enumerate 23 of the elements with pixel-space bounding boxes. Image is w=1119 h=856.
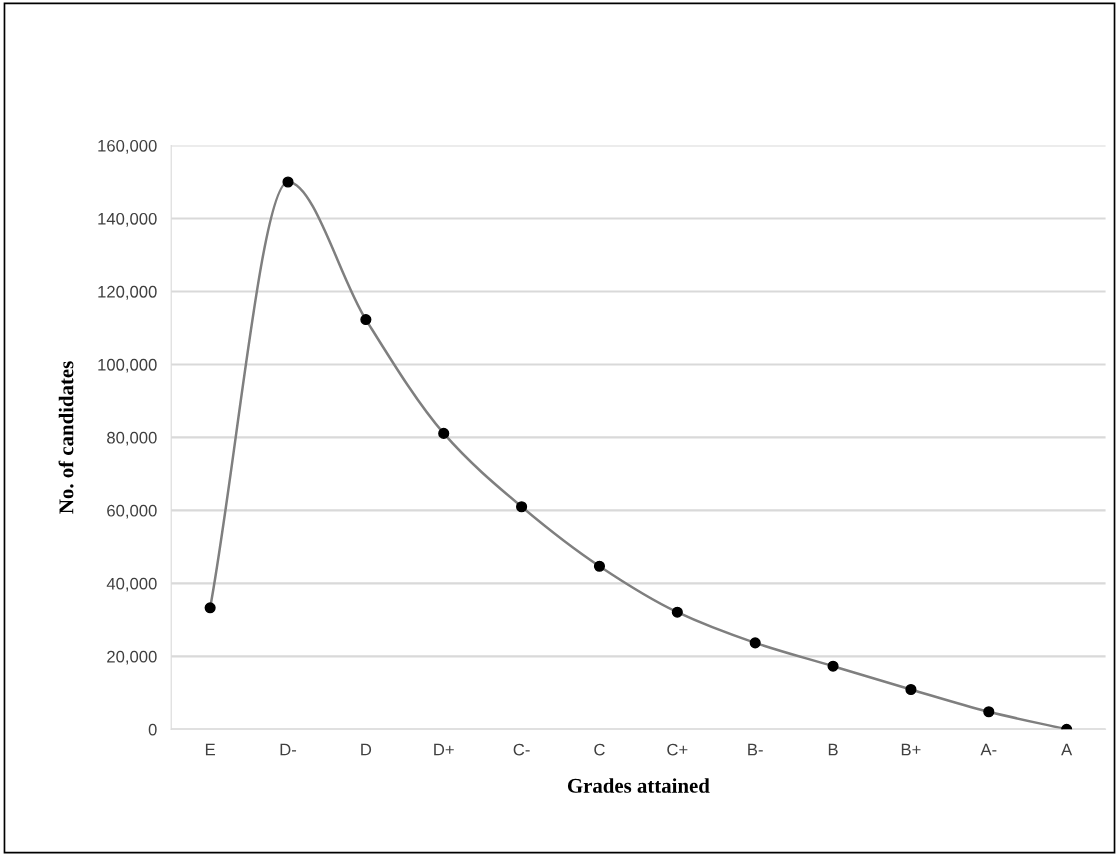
y-tick-label: 80,000	[107, 431, 157, 446]
y-tick-label: 20,000	[107, 650, 157, 665]
y-tick-label: 120,000	[98, 285, 157, 300]
x-tick-label: D	[361, 743, 372, 756]
x-tick-label: B-	[748, 743, 763, 756]
x-tick-label: A	[1061, 743, 1073, 756]
y-axis-title: No. of candidates	[58, 361, 74, 514]
x-axis-title: Grades attained	[567, 778, 710, 793]
y-tick-label: 0	[148, 723, 157, 736]
y-tick-label: 40,000	[106, 577, 157, 592]
y-tick-label: 160,000	[98, 139, 157, 154]
x-tick-label: B+	[901, 743, 921, 756]
x-tick-label: C+	[667, 743, 688, 756]
y-tick-label: 100,000	[98, 358, 157, 373]
y-tick-label: 140,000	[98, 212, 157, 227]
x-tick-label: B	[828, 743, 838, 756]
x-tick-label: A-	[980, 743, 997, 756]
x-tick-label: D+	[434, 743, 454, 756]
x-tick-label: C	[594, 743, 605, 756]
x-tick-label: E	[205, 743, 215, 756]
x-tick-label: C-	[513, 743, 530, 756]
y-tick-label: 60,000	[107, 504, 157, 519]
x-tick-label: D-	[280, 743, 297, 756]
